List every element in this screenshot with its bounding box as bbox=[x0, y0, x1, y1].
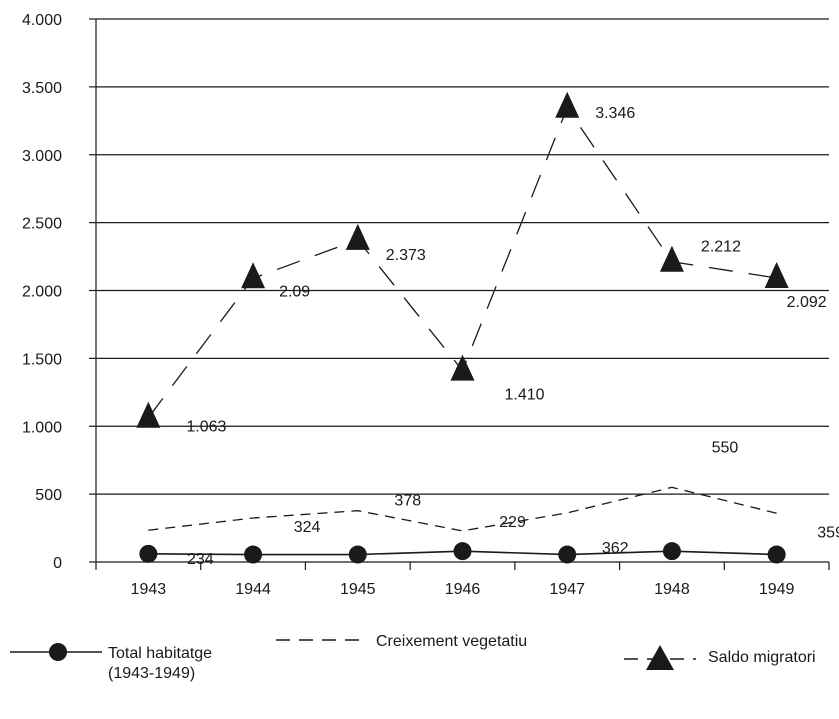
x-tick-label: 1945 bbox=[340, 581, 376, 598]
point-saldo-migratori bbox=[345, 223, 370, 250]
x-tick-label: 1944 bbox=[235, 581, 271, 598]
point-total-habitatge bbox=[662, 542, 681, 561]
data-labels: 234 324 378 229 362 550 359 1.063 2.09 2.373 1.410… bbox=[186, 105, 839, 568]
point-total-habitatge bbox=[453, 542, 472, 561]
legend-symbol-saldo bbox=[624, 645, 696, 670]
legend-total-line2: (1943-1949) bbox=[108, 665, 196, 682]
y-tick-label: 3.000 bbox=[22, 148, 62, 165]
data-label-creixement-vegetatiu: 378 bbox=[394, 493, 421, 510]
y-tick-label: 2.500 bbox=[22, 216, 62, 233]
x-tick-label: 1949 bbox=[759, 581, 795, 598]
axes: 0 500 1.000 1.500 2.000 2.500 3.000 3.500 4.000 1… bbox=[22, 12, 830, 598]
point-total-habitatge bbox=[767, 545, 786, 564]
data-label-creixement-vegetatiu: 550 bbox=[712, 439, 739, 456]
legend-saldo-label: Saldo migratori bbox=[708, 649, 816, 666]
legend-creixement-label: Creixement vegetatiu bbox=[376, 633, 528, 650]
point-total-habitatge bbox=[558, 545, 577, 564]
point-saldo-migratori bbox=[241, 262, 266, 289]
point-total-habitatge bbox=[139, 544, 158, 563]
y-tick-label: 500 bbox=[35, 487, 62, 504]
y-tick-label: 0 bbox=[53, 555, 62, 572]
point-saldo-migratori bbox=[555, 91, 580, 118]
point-saldo-migratori bbox=[136, 401, 161, 428]
data-label-saldo-migratori: 2.212 bbox=[701, 239, 741, 256]
y-tick-label: 2.000 bbox=[22, 284, 62, 301]
y-tick-label: 3.500 bbox=[22, 80, 62, 97]
x-tick-label: 1943 bbox=[131, 581, 167, 598]
data-label-saldo-migratori: 2.373 bbox=[386, 247, 426, 264]
legend-symbol-total bbox=[10, 643, 102, 661]
x-tick-label: 1948 bbox=[654, 581, 690, 598]
point-total-habitatge bbox=[244, 545, 263, 564]
data-label-saldo-migratori: 1.063 bbox=[186, 419, 226, 436]
data-label-creixement-vegetatiu: 229 bbox=[499, 514, 526, 531]
series-lines bbox=[136, 91, 789, 564]
legend-total-line1: Total habitatge bbox=[108, 645, 213, 662]
legend-symbol-creixement bbox=[276, 639, 364, 641]
data-label-saldo-migratori: 3.346 bbox=[595, 105, 635, 122]
series-line-creixement-vegetatiu bbox=[148, 486, 777, 532]
data-label-saldo-migratori: 2.092 bbox=[787, 294, 827, 311]
data-label-saldo-migratori: 2.09 bbox=[279, 283, 310, 300]
data-label-creixement-vegetatiu: 234 bbox=[187, 551, 214, 568]
data-label-saldo-migratori: 1.410 bbox=[505, 387, 545, 404]
legend-total-label: Total habitatge (1943-1949) bbox=[108, 644, 212, 684]
x-tick-label: 1946 bbox=[445, 581, 481, 598]
data-label-creixement-vegetatiu: 362 bbox=[602, 540, 629, 557]
y-tick-label: 4.000 bbox=[22, 12, 62, 29]
y-tick-label: 1.500 bbox=[22, 351, 62, 368]
y-tick-label: 1.000 bbox=[22, 419, 62, 436]
x-tick-label: 1947 bbox=[549, 581, 585, 598]
point-saldo-migratori bbox=[659, 245, 684, 272]
data-label-creixement-vegetatiu: 359 bbox=[817, 524, 839, 541]
point-saldo-migratori bbox=[764, 262, 789, 289]
data-label-creixement-vegetatiu: 324 bbox=[294, 519, 321, 536]
point-saldo-migratori bbox=[450, 354, 475, 381]
point-total-habitatge bbox=[348, 545, 367, 564]
